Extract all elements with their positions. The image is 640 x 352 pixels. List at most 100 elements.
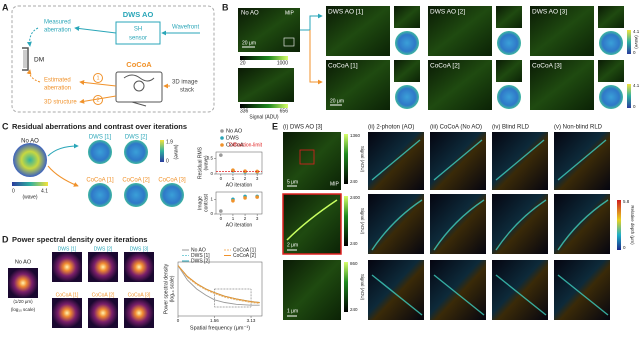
legend-marker [220, 129, 224, 133]
scale-label: 2 μm [287, 242, 298, 248]
label: MIP [285, 10, 295, 16]
label: CoCoA [3] [158, 178, 186, 184]
label: sensor [129, 36, 147, 42]
scale-label: 1 μm [287, 308, 298, 314]
legend-label: DWS [226, 135, 239, 141]
label: 20 μm [330, 98, 344, 104]
image-label: CoCoA [3] [532, 63, 562, 70]
x-tick-label: 2 [244, 216, 247, 221]
label: DWS [3] [130, 246, 149, 252]
label: SH [134, 27, 142, 33]
x-tick-label: 3 [256, 216, 259, 221]
step-number: 1 [96, 75, 99, 81]
label: MIP [330, 181, 340, 187]
label: aberration [44, 86, 71, 92]
label: 4.1 [41, 188, 48, 194]
panel-letter: C [2, 121, 9, 131]
panel-letter: E [272, 121, 278, 131]
cbar-title: Signal (ADU) [360, 274, 365, 301]
cbar-label: 0 [633, 104, 636, 109]
data-point [255, 195, 259, 199]
label: 5.8 [623, 199, 630, 204]
panel-letter: B [222, 2, 229, 12]
y-axis-label: contrast [203, 194, 209, 212]
column-title: (i) DWS AO [3] [283, 125, 323, 131]
x-tick-label: 3.13 [247, 318, 256, 323]
label: DWS [2] [125, 135, 148, 141]
legend-label: DWS [2] [191, 258, 210, 264]
y-axis-label: Residual RMS [197, 146, 203, 179]
psd-line [177, 265, 260, 306]
cbar-label: 240 [350, 179, 358, 184]
x-axis-label: AO iteration [226, 182, 253, 188]
data-point [231, 168, 235, 173]
psd-line [177, 265, 260, 303]
label: 0 [12, 188, 15, 194]
cbar-label: 240 [350, 307, 358, 312]
legend-marker [220, 136, 224, 140]
label: CoCoA [1] [86, 178, 114, 184]
label: 1000 [277, 60, 288, 66]
data-point [219, 209, 223, 213]
label: 20 μm [242, 40, 256, 46]
image-label: DWS AO [3] [532, 9, 567, 16]
cbar-label: 240 [350, 241, 358, 246]
panel-e-images [282, 132, 621, 320]
data-point [255, 169, 259, 174]
label: DM [34, 57, 44, 64]
y-axis-label: (log₁₀ scale) [169, 275, 175, 302]
panel-letter: D [2, 234, 9, 244]
psd-line [177, 265, 260, 303]
label: CoCoA [2] [122, 178, 150, 184]
label: DWS [1] [58, 246, 77, 252]
cbar-label: 2400 [350, 195, 361, 200]
column-title: (v) Non-blind RLD [554, 125, 603, 131]
axes [215, 151, 263, 175]
label: DWS [1] [89, 135, 112, 141]
legend-label: DWS [1] [191, 253, 210, 259]
legend-label: CoCoA [1] [233, 247, 256, 253]
panel-c-maps [12, 140, 184, 207]
x-tick-label: 1.56 [210, 318, 219, 323]
label: stack [180, 88, 195, 94]
label: No AO [21, 139, 39, 145]
label: 3D structure [44, 100, 77, 106]
cbar-title: Signal (ADU) [360, 146, 365, 173]
legend-label: CoCoA [2] [233, 253, 256, 259]
step-number: 2 [96, 97, 99, 103]
image-label: DWS AO [2] [430, 9, 465, 16]
x-tick-label: 2 [244, 176, 247, 181]
inset-box [214, 288, 252, 308]
label: (1/20 μm) [13, 299, 33, 304]
label: 20 [240, 60, 246, 66]
legend-label: No AO [191, 247, 206, 253]
label: (wave) [634, 35, 639, 49]
y-axis-label: Image [197, 196, 203, 210]
legend-marker [220, 143, 224, 147]
psd-line [177, 265, 260, 304]
label: DWS [2] [94, 246, 113, 252]
label: No AO [241, 11, 259, 17]
label: CoCoA [1] [56, 292, 79, 298]
y-tick-label: 0 [210, 211, 213, 216]
module-title: CoCoA [126, 60, 152, 69]
data-point [231, 199, 235, 203]
panel-title: Residual aberrations and contrast over i… [12, 122, 187, 131]
scale-label: 5 μm [287, 179, 298, 185]
label: 656 [280, 108, 289, 114]
label: Relative depth (μm) [630, 205, 635, 245]
y-tick-label: 1 [210, 197, 213, 202]
label: 336 [240, 108, 249, 114]
label: Wavefront [172, 25, 199, 31]
label: Diffraction-limit [229, 142, 263, 148]
data-point [243, 169, 247, 173]
label: aberration [44, 28, 71, 34]
x-tick-label: 3 [256, 176, 259, 181]
x-tick-label: 0 [220, 176, 223, 181]
label: Estimated [44, 78, 71, 84]
cbar-label: 4.1 [633, 29, 640, 34]
y-axis-label: Power spectral density [163, 263, 169, 314]
y-axis-label: (wave) [203, 155, 209, 170]
panel-d-psf [8, 252, 154, 328]
